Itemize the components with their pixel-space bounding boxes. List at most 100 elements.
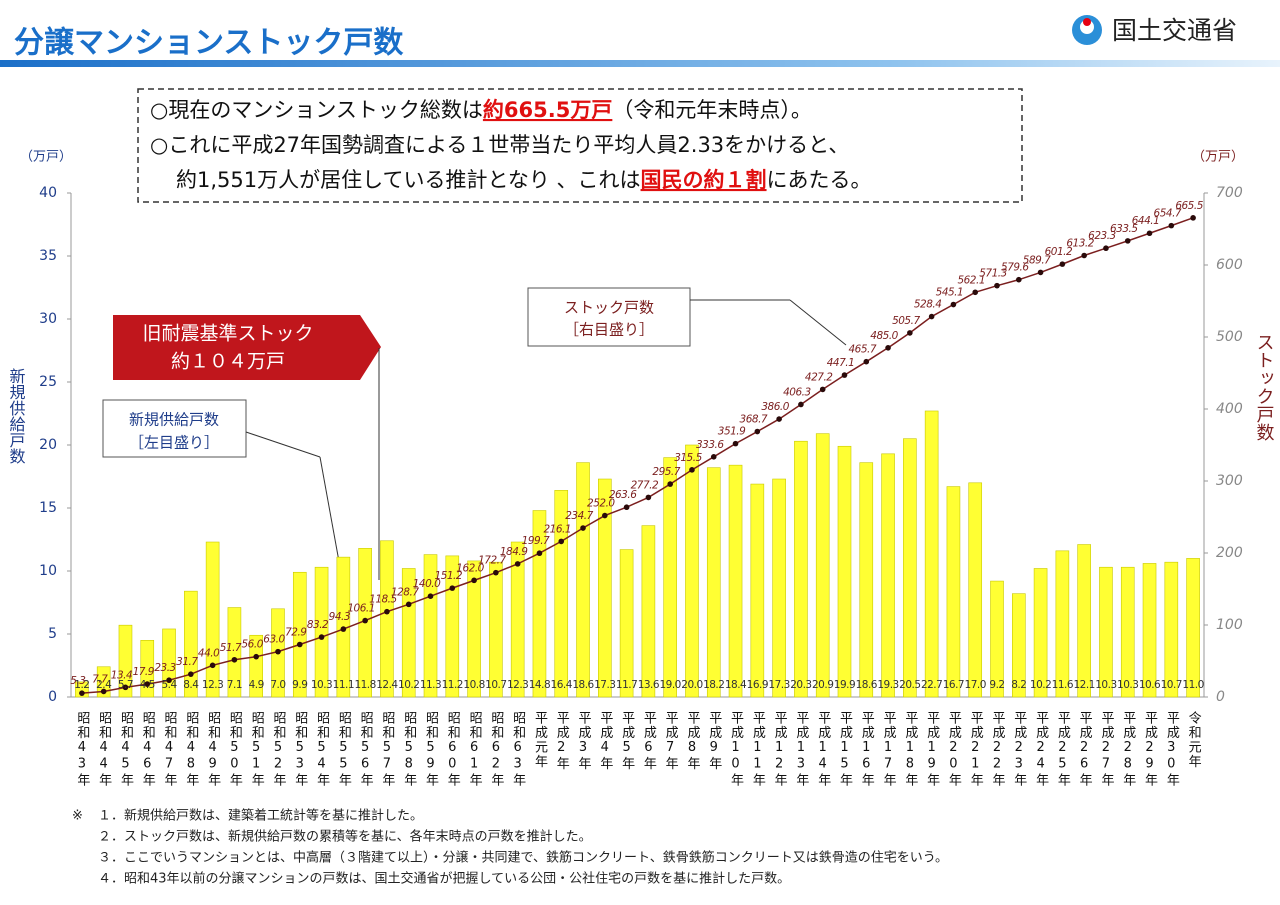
line-marker	[819, 386, 826, 393]
bar-value-label: 7.1	[227, 679, 242, 691]
bar	[554, 490, 569, 698]
line-marker	[296, 641, 303, 648]
bar-value-label: 10.3	[311, 679, 332, 691]
line-marker	[209, 662, 216, 669]
bar-value-label: 11.6	[1052, 679, 1074, 691]
bar	[706, 467, 721, 698]
line-marker	[754, 428, 761, 435]
line-marker	[689, 467, 695, 473]
bar	[641, 525, 656, 698]
bar-value-label: 11.7	[616, 679, 637, 691]
legend-label: ストック戸数	[564, 299, 654, 317]
line	[81, 217, 1194, 694]
x-tick-label: 昭和46年	[140, 711, 156, 788]
line-marker	[1103, 245, 1109, 252]
bar-value-label: 20.3	[790, 679, 811, 691]
info-text: 約1,551万人が居住している推計となり 、これは	[176, 168, 641, 192]
x-tick-label: 平成24年	[1033, 711, 1049, 788]
line-value-label: 140.0	[413, 578, 441, 590]
line-value-label: 447.1	[827, 357, 855, 369]
x-tick-label: 平成22年	[990, 711, 1006, 788]
x-tick-label: 昭和50年	[227, 711, 243, 788]
bar	[445, 555, 460, 698]
x-tick-label: 昭和58年	[401, 711, 417, 788]
line-value-label: 263.6	[609, 489, 637, 501]
bar-value-label: 10.7	[1161, 679, 1182, 691]
bar-value-label: 8.2	[1011, 679, 1026, 691]
bar	[118, 624, 133, 698]
line-marker	[493, 569, 499, 576]
line-marker	[776, 416, 782, 422]
line-value-label: 601.2	[1045, 246, 1073, 258]
info-text: にあたる。	[767, 168, 872, 192]
callout-text: 約１０４万戸	[171, 351, 285, 373]
y-tick-label: 40	[39, 185, 57, 201]
line-value-label: 128.7	[391, 586, 419, 598]
bar	[184, 590, 198, 698]
title-underline	[0, 60, 1280, 67]
bar	[815, 433, 830, 698]
bar-value-label: 10.2	[1030, 679, 1051, 691]
bar-value-label: 10.3	[1095, 679, 1116, 691]
y-tick-label: 35	[39, 248, 57, 264]
line-marker	[275, 648, 281, 655]
x-tick-label: 平成14年	[815, 711, 831, 788]
line-marker	[928, 313, 935, 320]
line-marker	[427, 593, 434, 599]
line-value-label: 172.7	[478, 555, 506, 567]
line-value-label: 31.7	[176, 656, 198, 668]
y2-tick-label: 300	[1216, 473, 1243, 489]
bar-value-label: 10.3	[1117, 679, 1138, 691]
line-marker	[166, 677, 172, 684]
x-tick-label: 平成20年	[946, 711, 962, 788]
bar	[489, 561, 503, 698]
bar-value-label: 10.6	[1139, 679, 1161, 691]
line-value-label: 386.0	[761, 401, 789, 413]
line-marker	[405, 601, 412, 608]
line-value-label: 351.9	[718, 426, 746, 438]
bar-value-label: 16.9	[747, 679, 768, 691]
bar	[1055, 550, 1070, 698]
bar	[1011, 593, 1026, 698]
bar	[881, 453, 895, 698]
x-tick-label: 昭和45年	[118, 711, 134, 788]
legend-note: ［右目盛り］	[564, 321, 654, 339]
line-marker	[188, 671, 194, 677]
line-marker	[580, 525, 586, 531]
line-value-label: 315.5	[674, 452, 702, 464]
line-value-label: 654.7	[1154, 208, 1182, 220]
x-tick-label: 平成15年	[837, 711, 853, 788]
bar-value-label: 10.2	[398, 679, 419, 691]
line-value-label: 295.7	[652, 466, 680, 478]
bar-value-label: 19.3	[877, 679, 898, 691]
line-value-label: 23.3	[154, 662, 175, 674]
bar-value-label: 11.3	[420, 679, 441, 691]
x-tick-label: 平成28年	[1120, 711, 1136, 788]
line-value-label: 216.1	[543, 523, 571, 535]
bar-value-label: 13.6	[638, 679, 660, 691]
x-tick-label: 平成25年	[1055, 711, 1071, 788]
y2-tick-label: 700	[1216, 185, 1243, 201]
x-tick-label: 昭和61年	[467, 711, 483, 788]
bar	[837, 445, 852, 698]
line-value-label: 528.4	[914, 299, 942, 311]
bar-value-label: 17.0	[965, 679, 986, 691]
line-value-label: 333.6	[696, 439, 724, 451]
info-highlight: 国民の約１割	[641, 168, 767, 192]
line-marker	[907, 330, 913, 336]
bar-value-label: 5.4	[161, 679, 177, 691]
bar	[685, 444, 699, 698]
line-marker	[318, 634, 325, 640]
y-tick-label: 0	[48, 689, 57, 705]
bar-value-label: 18.6	[856, 679, 878, 691]
bar	[227, 607, 242, 698]
line-marker	[536, 550, 543, 557]
bar	[1099, 566, 1113, 698]
x-tick-label: 昭和55年	[336, 711, 352, 788]
line-marker	[514, 561, 521, 567]
y-tick-label: 30	[39, 311, 57, 327]
info-text: ○これに平成27年国勢調査による１世帯当たり平均人員2.33をかけると、	[150, 133, 849, 157]
bar	[532, 510, 547, 698]
x-tick-label: 平成21年	[968, 711, 984, 788]
